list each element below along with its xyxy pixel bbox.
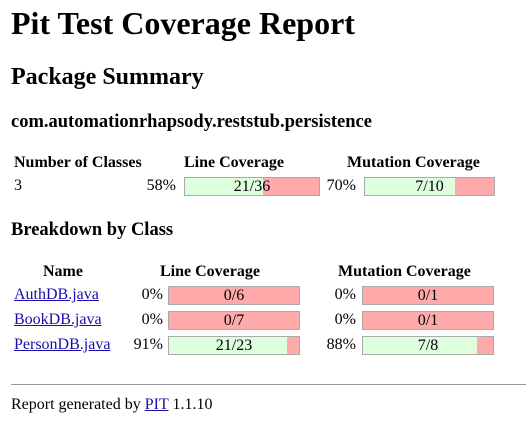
- class-line-covered-fill: [169, 337, 288, 354]
- class-line-percent: 0%: [141, 311, 163, 328]
- summary-line-coverage-bar: 21/36: [184, 177, 320, 196]
- header-line-coverage: Line Coverage: [184, 154, 284, 171]
- class-mutation-ratio: 7/8: [417, 337, 439, 354]
- class-mutation-percent: 0%: [334, 311, 356, 328]
- class-link-persondb[interactable]: PersonDB.java: [14, 336, 111, 353]
- header-class-mutation-coverage: Mutation Coverage: [338, 263, 471, 280]
- page-title: Pit Test Coverage Report: [11, 5, 355, 41]
- class-line-ratio: 0/6: [223, 287, 245, 304]
- class-line-coverage-bar: 0/6: [168, 286, 300, 305]
- class-mutation-covered-fill: [363, 337, 478, 354]
- class-line-ratio: 0/7: [223, 312, 245, 329]
- class-mutation-ratio: 0/1: [417, 287, 439, 304]
- summary-mutation-coverage-bar: 7/10: [364, 177, 495, 196]
- header-name: Name: [43, 263, 83, 280]
- summary-line-covered-fill: [185, 178, 263, 195]
- breakdown-heading: Breakdown by Class: [11, 220, 174, 240]
- summary-line-ratio: 21/36: [233, 178, 271, 195]
- header-mutation-coverage: Mutation Coverage: [347, 154, 480, 171]
- class-line-percent: 0%: [141, 286, 163, 303]
- header-number-of-classes: Number of Classes: [14, 154, 142, 171]
- class-line-coverage-bar: 0/7: [168, 311, 300, 330]
- footer-prefix: Report generated by: [11, 396, 141, 413]
- class-mutation-percent: 0%: [334, 286, 356, 303]
- summary-mutation-ratio: 7/10: [415, 178, 444, 195]
- package-name: com.automationrhapsody.reststub.persiste…: [11, 112, 372, 132]
- footer-divider: [11, 384, 526, 385]
- class-line-percent: 91%: [133, 336, 163, 353]
- class-line-ratio: 21/23: [215, 337, 253, 354]
- class-mutation-ratio: 0/1: [417, 312, 439, 329]
- summary-class-count: 3: [14, 177, 22, 194]
- summary-mutation-covered-fill: [365, 178, 456, 195]
- class-line-coverage-bar: 21/23: [168, 336, 300, 355]
- footer: Report generated by PIT 1.1.10: [11, 396, 212, 414]
- class-mutation-coverage-bar: 0/1: [362, 286, 494, 305]
- package-summary-heading: Package Summary: [11, 64, 204, 90]
- pit-link[interactable]: PIT: [144, 396, 169, 413]
- footer-version: 1.1.10: [172, 396, 213, 413]
- class-mutation-coverage-bar: 0/1: [362, 311, 494, 330]
- class-mutation-coverage-bar: 7/8: [362, 336, 494, 355]
- class-mutation-percent: 88%: [326, 336, 356, 353]
- header-class-line-coverage: Line Coverage: [160, 263, 260, 280]
- summary-mutation-percent: 70%: [326, 177, 356, 194]
- summary-line-percent: 58%: [146, 177, 176, 194]
- class-link-bookdb[interactable]: BookDB.java: [14, 311, 102, 328]
- class-link-authdb[interactable]: AuthDB.java: [14, 286, 99, 303]
